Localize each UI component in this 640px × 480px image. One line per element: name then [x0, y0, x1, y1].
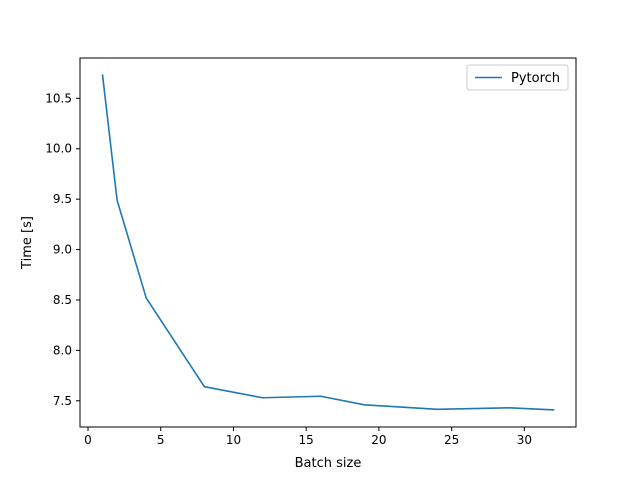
plot-frame: [79, 57, 577, 428]
x-tick-label: 0: [84, 433, 92, 447]
y-tick-label: 8.0: [53, 343, 72, 357]
y-tick-label: 9.0: [53, 243, 72, 257]
y-tick-label: 8.5: [53, 293, 72, 307]
x-axis-label: Batch size: [295, 456, 362, 471]
x-tick-label: 15: [299, 433, 314, 447]
x-tick-label: 20: [371, 433, 386, 447]
legend-box: [466, 64, 569, 91]
y-tick-label: 7.5: [53, 394, 72, 408]
y-tick-label: 10.0: [45, 142, 72, 156]
series-line-pytorch: [101, 74, 555, 411]
y-tick-label: 9.5: [53, 192, 72, 206]
x-tick-label: 25: [444, 433, 459, 447]
legend-label: Pytorch: [511, 71, 560, 86]
y-axis-label: Time [s]: [20, 216, 35, 270]
x-tick-label: 5: [157, 433, 165, 447]
series-layer: [101, 74, 555, 411]
y-tick-label: 10.5: [45, 91, 72, 105]
ticks-layer: 0 5 10 15 20 25 30 7.5 8.0 8.5 9.0 9.5 10.0 10.5: [45, 91, 532, 447]
legend: Pytorch: [466, 64, 569, 91]
x-tick-label: 30: [517, 433, 532, 447]
x-tick-label: 10: [226, 433, 241, 447]
